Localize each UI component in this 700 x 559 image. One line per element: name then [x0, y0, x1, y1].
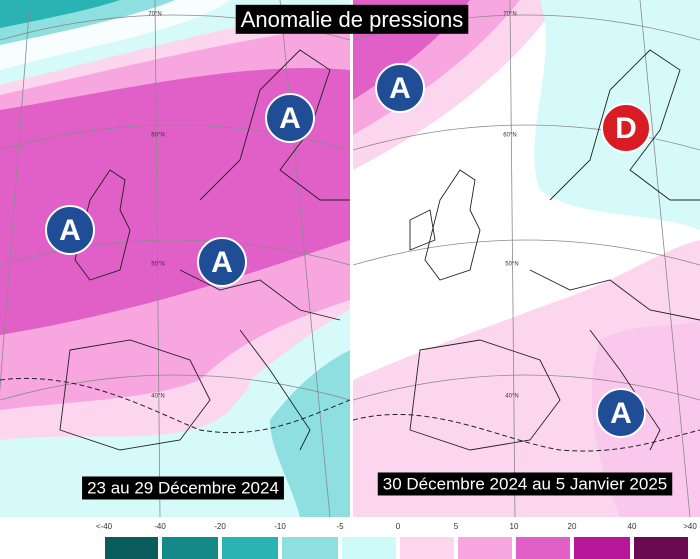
pressure-marker-label: A [211, 246, 233, 279]
pressure-marker [375, 63, 425, 113]
pressure-marker [265, 93, 315, 143]
title-background [235, 4, 469, 34]
latitude-label: 50°N [151, 262, 164, 268]
panel-caption-group: 23 au 29 Décembre 2024 [82, 476, 284, 500]
colorbar-swatch [458, 537, 512, 559]
panel-caption: 23 au 29 Décembre 2024 [87, 478, 279, 497]
latitude-label: 60°N [151, 133, 164, 139]
colorbar-label: 40 [628, 522, 637, 531]
colorbar-swatch [222, 537, 278, 559]
panel-caption: 30 Décembre 2024 au 5 Janvier 2025 [383, 474, 667, 493]
latitude-label: 70°N [148, 12, 161, 18]
panel-caption-group: 30 Décembre 2024 au 5 Janvier 2025 [377, 472, 673, 496]
colorbar-label: -40 [154, 522, 166, 531]
pressure-marker [596, 388, 646, 438]
colorbar-label: -5 [336, 522, 344, 531]
colorbar-swatch [574, 537, 630, 559]
pressure-marker [197, 237, 247, 287]
colorbar-label: 5 [454, 522, 459, 531]
latitude-label: 50°N [505, 262, 518, 268]
title: Anomalie de pressions [241, 7, 464, 32]
latitude-label: 40°N [505, 394, 518, 400]
left-panel [0, 0, 350, 517]
panel-caption-background [377, 472, 673, 496]
colorbar: <-40 -40 -20 -10 -5 0 5 10 20 40 >40 [96, 522, 697, 559]
pressure-marker-label: A [279, 102, 301, 135]
colorbar-label: 20 [568, 522, 577, 531]
colorbar-swatch [400, 537, 454, 559]
colorbar-label: <-40 [96, 522, 113, 531]
colorbar-swatch [162, 537, 218, 559]
overlay: Anomalie de pressions 70°N 60°N 50°N 40°N A A A… [45, 4, 673, 500]
colorbar-label: >40 [683, 522, 697, 531]
panel-caption-background [82, 476, 284, 500]
colorbar-swatch [516, 537, 570, 559]
colorbar-swatch [105, 537, 158, 559]
colorbar-label: 0 [396, 522, 401, 531]
latitude-label: 70°N [503, 12, 516, 18]
colorbar-label: 10 [510, 522, 519, 531]
pressure-marker-label: D [615, 112, 637, 145]
pressure-marker [45, 205, 95, 255]
pressure-marker-label: A [59, 214, 81, 247]
colorbar-swatch [282, 537, 338, 559]
latitude-label: 40°N [151, 394, 164, 400]
colorbar-label: -10 [274, 522, 286, 531]
pressure-marker [601, 103, 651, 153]
pressure-marker-label: A [389, 72, 411, 105]
latitude-label: 60°N [503, 133, 516, 139]
colorbar-swatch [342, 537, 396, 559]
title-group: Anomalie de pressions [235, 4, 469, 34]
colorbar-swatch [634, 537, 688, 559]
colorbar-label: -20 [214, 522, 226, 531]
pressure-marker-label: A [610, 397, 632, 430]
